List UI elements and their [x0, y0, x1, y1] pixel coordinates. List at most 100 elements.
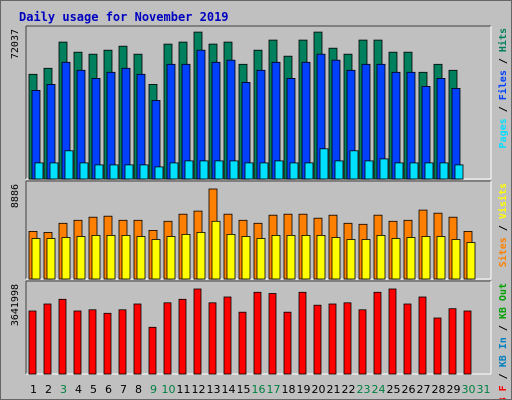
bar-kb-f-day-11: [178, 298, 187, 375]
bar-pages-day-6: [109, 164, 119, 180]
bar-visits-day-17: [271, 234, 281, 280]
bar-kb-f-day-19: [298, 291, 307, 375]
legend-separator: /: [498, 367, 509, 385]
x-label-day-23: 23: [357, 383, 371, 396]
bar-kb-f-day-1: [28, 310, 37, 375]
bar-kb-f-day-27: [418, 296, 427, 375]
bar-visits-day-24: [376, 234, 386, 280]
panel-visits-sites: 8886 Sites / Visits: [10, 180, 509, 280]
bar-pages-day-1: [34, 162, 44, 180]
bar-visits-day-5: [91, 234, 101, 280]
bar-pages-day-21: [334, 160, 344, 180]
bar-visits-day-28: [436, 236, 446, 280]
bar-pages-day-23: [364, 160, 374, 180]
bar-pages-day-25: [394, 162, 404, 180]
x-label-day-21: 21: [327, 383, 341, 396]
bar-pages-day-18: [289, 162, 299, 180]
bar-visits-day-8: [136, 236, 146, 280]
bar-visits-day-27: [421, 236, 431, 280]
legend-item: Files: [497, 70, 509, 100]
bar-pages-day-11: [184, 160, 194, 180]
bar-kb-f-day-4: [73, 310, 82, 375]
bar-visits-day-1: [31, 238, 41, 280]
bar-kb-f-day-7: [118, 309, 127, 375]
bar-kb-f-day-18: [283, 311, 292, 375]
bar-kb-f-day-12: [193, 288, 202, 375]
bar-visits-day-23: [361, 239, 371, 280]
x-label-day-12: 12: [192, 383, 206, 396]
x-label-day-26: 26: [402, 383, 416, 396]
bar-kb-f-day-20: [313, 304, 322, 375]
bar-visits-day-12: [196, 231, 206, 280]
legend-item: KB In: [498, 337, 509, 367]
legend-separator: /: [498, 319, 509, 337]
x-label-day-22: 22: [342, 383, 356, 396]
bar-pages-day-14: [229, 160, 239, 180]
bar-files-day-19: [301, 61, 311, 180]
x-label-day-19: 19: [297, 383, 311, 396]
x-label-day-3: 3: [60, 383, 67, 396]
bar-kb-f-day-14: [223, 296, 232, 375]
panel-hits-files-pages: 72037 Pages / Files / Hits: [10, 25, 509, 180]
bar-files-day-6: [106, 71, 116, 180]
bar-visits-day-20: [316, 234, 326, 280]
panel-max-label: 3641998: [10, 284, 21, 326]
bar-kb-f-day-2: [43, 303, 52, 375]
bar-files-day-7: [121, 67, 131, 180]
x-label-day-17: 17: [267, 383, 281, 396]
bar-pages-day-16: [259, 162, 269, 180]
bar-kb-f-day-21: [328, 303, 337, 375]
bar-pages-day-8: [139, 164, 149, 180]
bar-visits-day-7: [121, 234, 131, 280]
bar-pages-day-22: [349, 150, 359, 180]
chart-title: Daily usage for November 2019: [19, 10, 229, 24]
x-axis-day-labels: 1 2 3 4 5 6 7 8 9 10 11 12 13 14 15 16 17 18 19 20 21 22 23 24 2…: [30, 383, 491, 396]
legend-separator: /: [498, 219, 509, 237]
x-label-day-5: 5: [90, 383, 97, 396]
x-label-day-31: 31: [477, 383, 491, 396]
bar-visits-day-25: [391, 238, 401, 280]
bar-visits-day-13: [211, 220, 221, 280]
bar-visits-day-30: [466, 242, 476, 280]
bar-visits-day-22: [346, 239, 356, 280]
x-label-day-25: 25: [387, 383, 401, 396]
bar-kb-f-day-10: [163, 302, 172, 375]
bar-files-day-12: [196, 49, 206, 180]
x-label-day-18: 18: [282, 383, 296, 396]
legend-item: Visits: [497, 183, 509, 219]
panel-legend: Sites / Visits: [497, 183, 509, 267]
x-label-day-20: 20: [312, 383, 326, 396]
panel-max-label: 8886: [10, 184, 21, 208]
bar-pages-day-2: [49, 162, 59, 180]
bar-pages-day-13: [214, 160, 224, 180]
bar-kb-f-day-13: [208, 302, 217, 375]
bar-visits-day-4: [76, 236, 86, 280]
bar-kb-f-day-9: [148, 326, 157, 375]
bar-pages-day-17: [274, 160, 284, 180]
bar-kb-f-day-8: [133, 303, 142, 375]
bar-pages-day-19: [304, 162, 314, 180]
bar-pages-day-27: [424, 162, 434, 180]
bar-visits-day-15: [241, 236, 251, 280]
x-label-day-10: 10: [162, 383, 176, 396]
bar-visits-day-29: [451, 239, 461, 280]
bar-kb-f-day-24: [373, 291, 382, 375]
x-label-day-14: 14: [222, 383, 236, 396]
bar-visits-day-26: [406, 237, 416, 280]
bar-visits-day-19: [301, 234, 311, 280]
bar-visits-day-16: [256, 238, 266, 280]
bar-pages-day-3: [64, 150, 74, 180]
x-label-day-2: 2: [45, 383, 52, 396]
bar-pages-day-12: [199, 160, 209, 180]
x-label-day-16: 16: [252, 383, 266, 396]
bar-pages-day-15: [244, 162, 254, 180]
legend-item: KB F: [498, 385, 509, 399]
bar-kb-f-day-29: [448, 308, 457, 375]
bar-pages-day-26: [409, 162, 419, 180]
bar-visits-day-3: [61, 237, 71, 280]
x-label-day-6: 6: [105, 383, 112, 396]
chart-panels: 72037 Pages / Files / Hits 8886 Sites / Vis…: [10, 25, 509, 399]
bar-kb-f-day-26: [403, 303, 412, 375]
x-label-day-1: 1: [30, 383, 37, 396]
